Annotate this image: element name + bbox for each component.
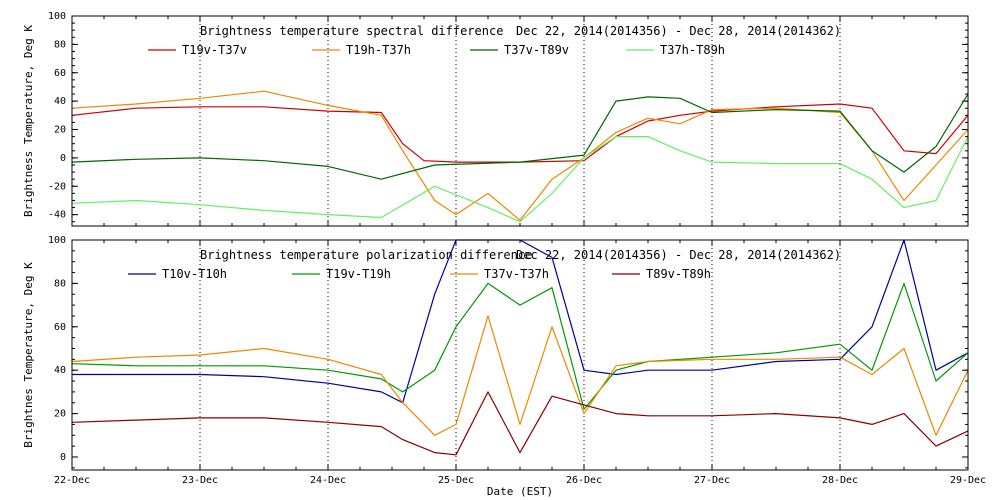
x-tick-label: 23-Dec: [182, 475, 218, 486]
chart-title: Brightness temperature spectral differen…: [200, 24, 503, 38]
x-tick-label: 28-Dec: [822, 475, 858, 486]
date-range: Dec 22, 2014(2014356) - Dec 28, 2014(201…: [516, 248, 841, 262]
y-tick-label: 20: [54, 409, 66, 420]
series-line-T89v-T89h: [71, 391, 969, 456]
x-tick-label: 25-Dec: [438, 475, 474, 486]
legend-label: T89v-T89h: [646, 267, 711, 281]
series-line-T37h-T89h: [71, 136, 969, 223]
x-tick-label: 22-Dec: [54, 475, 90, 486]
legend-label: T10v-T10h: [162, 267, 227, 281]
y-tick-label: 60: [54, 322, 66, 333]
y-tick-label: 60: [54, 68, 66, 79]
y-tick-label: 80: [54, 39, 66, 50]
y-tick-label: 20: [54, 125, 66, 136]
y-tick-label: 80: [54, 278, 66, 289]
y-tick-label: -40: [48, 210, 66, 221]
legend-label: T37v-T89v: [504, 43, 569, 57]
y-axis-label: Brightness Temperature, Deg K: [22, 25, 35, 217]
legend-label: T37v-T37h: [484, 267, 549, 281]
legend-label: T19v-T37v: [182, 43, 247, 57]
x-tick-label: 27-Dec: [694, 475, 730, 486]
x-axis-label: Date (EST): [487, 485, 553, 498]
series-line-T19v-T19h: [71, 282, 969, 410]
x-tick-label: 29-Dec: [950, 475, 986, 486]
panel-1: [71, 15, 969, 227]
plot-frame: [71, 239, 969, 471]
legend-label: T19h-T37h: [346, 43, 411, 57]
date-range: Dec 22, 2014(2014356) - Dec 28, 2014(201…: [516, 24, 841, 38]
y-tick-label: 0: [60, 153, 66, 164]
y-tick-label: 100: [48, 11, 66, 22]
legend-label: T37h-T89h: [660, 43, 725, 57]
y-tick-label: 100: [48, 235, 66, 246]
series-line-T10v-T10h: [72, 239, 969, 404]
legend-label: T19v-T19h: [326, 267, 391, 281]
series-line-T37v-T89v: [71, 93, 969, 180]
series-line-T19v-T37v: [71, 103, 969, 163]
plot-frame: [71, 15, 969, 227]
chart-title: Brightness temperature polarization diff…: [200, 248, 532, 262]
y-tick-label: 40: [54, 96, 66, 107]
x-tick-label: 24-Dec: [310, 475, 346, 486]
x-tick-label: 26-Dec: [566, 475, 602, 486]
y-axis-label: Brightnes Temperature, Deg K: [22, 262, 35, 448]
y-tick-label: 40: [54, 365, 66, 376]
y-tick-label: -20: [48, 181, 66, 192]
panel-2: [71, 239, 969, 471]
y-tick-label: 0: [60, 452, 66, 463]
series-line-T37v-T37h: [71, 315, 969, 436]
